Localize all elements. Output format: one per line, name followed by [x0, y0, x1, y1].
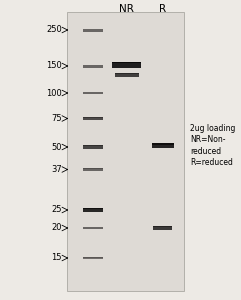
Bar [83, 208, 103, 209]
Text: 15: 15 [51, 254, 62, 262]
Text: 75: 75 [51, 114, 62, 123]
Bar [152, 143, 174, 145]
Bar [112, 61, 141, 63]
Bar [114, 73, 139, 77]
Text: 2ug loading
NR=Non-
reduced
R=reduced: 2ug loading NR=Non- reduced R=reduced [190, 124, 235, 167]
Bar [83, 64, 103, 68]
Bar [83, 117, 103, 118]
Text: 150: 150 [46, 61, 62, 70]
Bar [83, 145, 103, 146]
Text: NR: NR [120, 4, 134, 14]
Bar [83, 208, 103, 212]
Bar [83, 92, 103, 94]
Bar [83, 227, 103, 229]
Text: 50: 50 [51, 142, 62, 152]
Bar [83, 28, 103, 29]
Bar [83, 117, 103, 120]
Bar [83, 168, 103, 171]
Bar [83, 145, 103, 149]
Bar [153, 226, 172, 230]
Bar [112, 61, 141, 68]
Text: 20: 20 [51, 224, 62, 232]
Text: 250: 250 [46, 26, 62, 34]
Text: 100: 100 [46, 88, 62, 98]
Bar [83, 28, 103, 32]
Bar [67, 12, 184, 291]
Text: 25: 25 [51, 206, 62, 214]
Bar [83, 168, 103, 169]
Bar [83, 257, 103, 259]
Bar [83, 64, 103, 65]
Text: 37: 37 [51, 165, 62, 174]
Bar [114, 73, 139, 74]
Bar [152, 143, 174, 148]
Text: R: R [159, 4, 166, 14]
Bar [153, 226, 172, 227]
